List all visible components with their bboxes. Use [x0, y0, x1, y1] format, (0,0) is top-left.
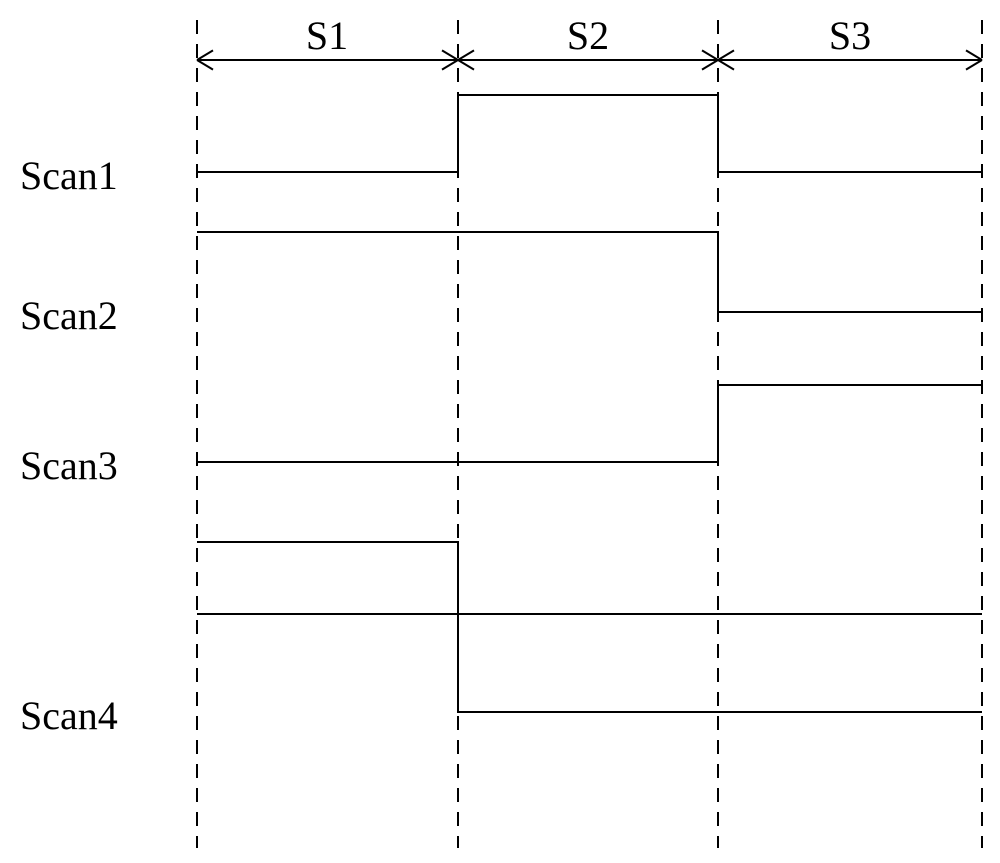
- timing-diagram-svg: [0, 0, 1000, 863]
- phase-label: S2: [558, 12, 618, 59]
- signal-label: Scan3: [20, 442, 118, 489]
- signal-label: Scan4: [20, 692, 118, 739]
- signal-Scan2: [197, 232, 982, 312]
- timing-diagram-container: S1 S2 S3 Scan1 Scan2 Scan3 Scan4: [0, 0, 1000, 863]
- signal-label: Scan1: [20, 152, 118, 199]
- signal-Scan3b: [197, 542, 982, 614]
- signal-Scan1: [197, 95, 982, 172]
- signal-Scan3: [197, 385, 982, 462]
- signal-label: Scan2: [20, 292, 118, 339]
- signal-Scan4: [197, 614, 982, 712]
- phase-label: S3: [820, 12, 880, 59]
- phase-label: S1: [297, 12, 357, 59]
